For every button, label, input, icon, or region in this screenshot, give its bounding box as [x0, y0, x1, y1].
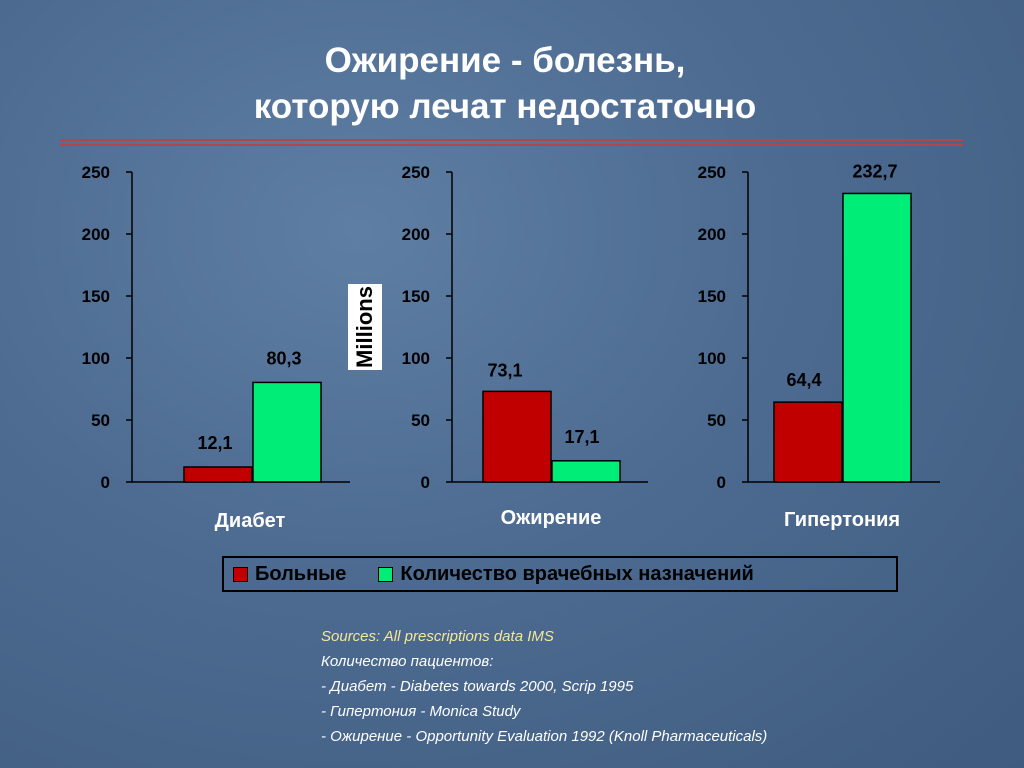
legend-item-patients: Больные	[233, 563, 346, 586]
y-tick-label: 50	[707, 411, 726, 430]
bar-patients	[773, 401, 843, 483]
y-tick-label: 250	[698, 163, 726, 182]
unit-label-box: Millions	[348, 284, 382, 370]
y-tick-label: 50	[91, 411, 110, 430]
y-tick-label: 100	[82, 349, 110, 368]
data-label-prescriptions: 80,3	[266, 348, 301, 368]
legend-item-prescriptions: Количество врачебных назначений	[378, 562, 754, 586]
source-line-4: - Ожирение - Opportunity Evaluation 1992…	[321, 728, 768, 745]
slide-title: Ожирение - болезнь, которую лечат недост…	[0, 38, 1010, 130]
sources-block: Sources: All prescriptions data IMS Коли…	[321, 624, 767, 749]
data-label-prescriptions: 17,1	[564, 427, 599, 447]
legend: Больные Количество врачебных назначений	[222, 556, 898, 592]
y-tick-label: 200	[402, 225, 430, 244]
category-label: Гипертония	[784, 509, 900, 531]
data-label-patients: 64,4	[786, 370, 821, 390]
data-label-patients: 73,1	[487, 360, 522, 380]
y-tick-label: 200	[82, 225, 110, 244]
source-line-2: - Диабет - Diabetes towards 2000, Scrip …	[321, 678, 634, 695]
y-tick-label: 0	[717, 473, 726, 492]
bar-prescriptions	[842, 192, 912, 483]
legend-swatch-patients	[233, 566, 248, 582]
source-line-1: Количество пациентов:	[321, 653, 494, 670]
category-label: Диабет	[215, 510, 286, 532]
data-label-prescriptions: 232,7	[852, 161, 897, 181]
y-tick-label: 250	[402, 163, 430, 182]
category-label: Ожирение	[501, 507, 602, 529]
y-tick-label: 150	[402, 287, 430, 306]
y-tick-label: 100	[402, 349, 430, 368]
source-line-3: - Гипертония - Monica Study	[321, 703, 521, 720]
data-label-patients: 12,1	[197, 433, 232, 453]
legend-label-patients: Больные	[255, 562, 347, 585]
legend-label-prescriptions: Количество врачебных назначений	[400, 562, 754, 585]
bar-prescriptions	[252, 381, 322, 483]
title-rule-bottom	[60, 144, 963, 146]
bar-patients	[482, 390, 552, 483]
bar-patients	[183, 466, 253, 483]
y-tick-label: 200	[698, 225, 726, 244]
y-tick-label: 100	[698, 349, 726, 368]
y-tick-label: 150	[82, 287, 110, 306]
y-tick-label: 250	[82, 163, 110, 182]
sources-heading: Sources: All prescriptions data IMS	[321, 628, 554, 645]
y-tick-label: 0	[421, 473, 430, 492]
legend-swatch-prescriptions	[378, 566, 394, 582]
unit-label: Millions	[352, 286, 377, 368]
y-tick-label: 0	[101, 473, 110, 492]
title-line-1: Ожирение - болезнь,	[324, 41, 686, 80]
y-tick-label: 50	[411, 411, 430, 430]
y-tick-label: 150	[698, 287, 726, 306]
bar-prescriptions	[551, 460, 621, 483]
title-line-2: которую лечат недостаточно	[253, 87, 757, 126]
title-rule-top	[60, 139, 963, 141]
